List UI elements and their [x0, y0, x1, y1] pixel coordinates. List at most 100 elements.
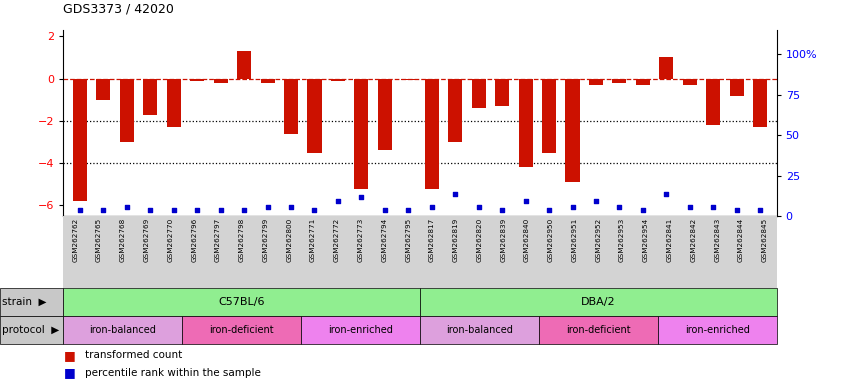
Text: iron-balanced: iron-balanced [446, 325, 513, 335]
Point [519, 198, 532, 204]
Point [472, 204, 486, 210]
Text: GSM262819: GSM262819 [453, 218, 459, 262]
Point [448, 190, 462, 197]
Bar [706, 79, 720, 125]
Text: ■: ■ [63, 366, 75, 379]
Text: GSM262952: GSM262952 [596, 218, 602, 262]
Point [261, 204, 274, 210]
Text: GSM262797: GSM262797 [215, 218, 221, 262]
Text: GSM262844: GSM262844 [738, 218, 744, 262]
Text: C57BL/6: C57BL/6 [218, 297, 265, 307]
Bar [96, 79, 110, 100]
Point [331, 198, 344, 204]
Text: iron-enriched: iron-enriched [684, 325, 750, 335]
Text: GDS3373 / 42020: GDS3373 / 42020 [63, 2, 174, 15]
Text: GSM262799: GSM262799 [262, 218, 268, 262]
Bar [284, 79, 298, 134]
Point [613, 204, 626, 210]
Text: GSM262839: GSM262839 [500, 218, 506, 262]
Point [589, 198, 602, 204]
Text: GSM262953: GSM262953 [619, 218, 625, 262]
Point [402, 207, 415, 214]
Point [73, 207, 86, 214]
Text: GSM262800: GSM262800 [286, 218, 292, 262]
Bar [307, 79, 321, 152]
Text: GSM262772: GSM262772 [334, 218, 340, 262]
Bar [237, 51, 251, 79]
Point [496, 207, 509, 214]
Text: GSM262771: GSM262771 [310, 218, 316, 262]
Point [683, 204, 696, 210]
Text: GSM262795: GSM262795 [405, 218, 411, 262]
Bar [213, 79, 228, 83]
Point [425, 204, 438, 210]
Point [636, 207, 650, 214]
Point [566, 204, 580, 210]
Bar [565, 79, 580, 182]
Bar [120, 79, 134, 142]
Bar [495, 79, 509, 106]
Bar [354, 79, 368, 189]
Text: strain  ▶: strain ▶ [2, 297, 47, 307]
Bar [519, 79, 533, 167]
Text: DBA/2: DBA/2 [581, 297, 616, 307]
Point [754, 207, 767, 214]
Bar [589, 79, 603, 85]
Point [378, 207, 392, 214]
Bar [730, 79, 744, 96]
Point [238, 207, 251, 214]
Text: GSM262817: GSM262817 [429, 218, 435, 262]
Point [542, 207, 556, 214]
Bar [73, 79, 87, 201]
Point [190, 207, 204, 214]
Text: GSM262796: GSM262796 [191, 218, 197, 262]
Text: iron-deficient: iron-deficient [210, 325, 274, 335]
Text: GSM262798: GSM262798 [239, 218, 244, 262]
Point [284, 204, 298, 210]
Text: GSM262841: GSM262841 [667, 218, 673, 262]
Bar [448, 79, 462, 142]
Text: transformed count: transformed count [85, 350, 182, 360]
Text: GSM262954: GSM262954 [643, 218, 649, 262]
Point [120, 204, 134, 210]
Text: GSM262840: GSM262840 [524, 218, 530, 262]
Text: GSM262842: GSM262842 [690, 218, 696, 262]
Text: iron-enriched: iron-enriched [328, 325, 393, 335]
Text: protocol  ▶: protocol ▶ [2, 325, 59, 335]
Bar [542, 79, 556, 152]
Bar [425, 79, 439, 189]
Bar [190, 79, 204, 81]
Point [167, 207, 180, 214]
Text: GSM262845: GSM262845 [761, 218, 767, 262]
Text: iron-balanced: iron-balanced [90, 325, 157, 335]
Point [214, 207, 228, 214]
Bar [472, 79, 486, 108]
Text: GSM262769: GSM262769 [144, 218, 150, 262]
Bar [331, 79, 345, 81]
Text: GSM262820: GSM262820 [476, 218, 482, 262]
Point [308, 207, 321, 214]
Text: GSM262768: GSM262768 [120, 218, 126, 262]
Bar [613, 79, 627, 83]
Text: GSM262773: GSM262773 [358, 218, 364, 262]
Point [730, 207, 744, 214]
Bar [143, 79, 157, 114]
Point [354, 194, 368, 200]
Text: ■: ■ [63, 349, 75, 362]
Bar [636, 79, 650, 85]
Text: GSM262762: GSM262762 [73, 218, 79, 262]
Point [96, 207, 110, 214]
Text: GSM262770: GSM262770 [168, 218, 173, 262]
Text: GSM262843: GSM262843 [714, 218, 720, 262]
Point [706, 204, 720, 210]
Text: GSM262950: GSM262950 [548, 218, 554, 262]
Text: GSM262794: GSM262794 [382, 218, 387, 262]
Text: percentile rank within the sample: percentile rank within the sample [85, 368, 261, 378]
Bar [261, 79, 275, 83]
Point [660, 190, 673, 197]
Bar [683, 79, 697, 85]
Bar [378, 79, 392, 151]
Text: GSM262951: GSM262951 [572, 218, 578, 262]
Text: iron-deficient: iron-deficient [566, 325, 630, 335]
Text: GSM262765: GSM262765 [96, 218, 102, 262]
